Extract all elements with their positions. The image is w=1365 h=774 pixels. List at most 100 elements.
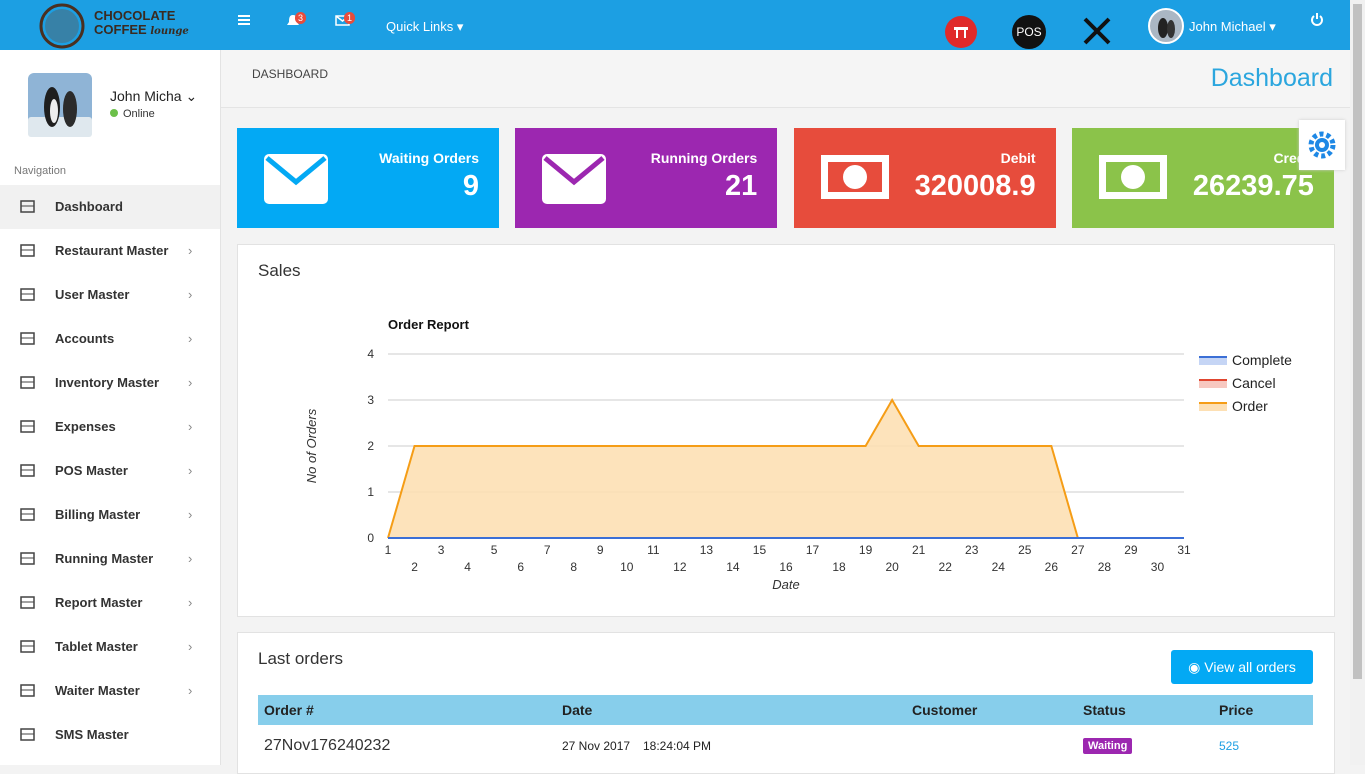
panel-title: Last orders [258,649,344,668]
column-header: Status [1083,702,1126,718]
user-menu[interactable]: John Michael ▾ [1189,19,1276,34]
chart: Order Report0123412345678910111213141516… [304,317,1292,592]
nav-label: Restaurant Master [55,243,169,258]
nav-chevron: › [188,463,193,478]
nav-item[interactable]: Accounts › [0,317,220,361]
nav-item[interactable]: User Master › [0,273,220,317]
card-label: Running Orders [650,150,758,166]
column-header: Date [562,702,593,718]
logo-script: lounge [150,26,189,37]
card-value: 21 [725,170,758,202]
nav-label: Report Master [55,595,143,610]
nav-heading: Navigation [14,165,66,177]
card-icon [542,154,607,204]
card-value: 26239.75 [1192,170,1314,202]
x-tick-label: 28 [1098,560,1112,574]
nav-label: User Master [55,287,130,302]
kitchen-icon[interactable] [1080,14,1114,48]
x-tick-label: 26 [1045,560,1059,574]
table-icon[interactable] [944,15,978,49]
page-header: DASHBOARD Dashboard [221,50,1350,108]
x-tick-label: 5 [491,543,498,557]
nav-icon [20,508,35,521]
x-tick-label: 21 [912,543,926,557]
legend-swatch [1199,380,1227,388]
x-tick-label: 13 [700,543,714,557]
nav-icon [20,684,35,697]
breadcrumb[interactable]: DASHBOARD [252,67,329,81]
x-tick-label: 27 [1071,543,1085,557]
x-tick-label: 20 [885,560,899,574]
nav-item[interactable]: POS Master › [0,449,220,493]
order-time: 18:24:04 PM [643,739,712,753]
pos-button[interactable]: POS [1012,15,1046,49]
notification-badge: 3 [295,12,307,24]
top-bar: CHOCOLATE COFFEE lounge 3 1 Quick Links … [0,0,1350,50]
page-title: Dashboard [1210,64,1333,92]
nav-item[interactable]: Billing Master › [0,493,220,537]
nav-label: Tablet Master [55,639,138,654]
quick-links[interactable]: Quick Links ▾ [386,19,464,34]
nav-chevron: › [188,287,193,302]
x-tick-label: 29 [1124,543,1138,557]
nav-item[interactable]: Restaurant Master › [0,229,220,273]
x-tick-label: 1 [385,543,392,557]
nav-icon [20,244,35,257]
nav-item[interactable]: Inventory Master › [0,361,220,405]
legend-label[interactable]: Order [1232,398,1268,414]
nav-chevron: › [188,551,193,566]
stat-card: Waiting Orders 9 [237,128,499,228]
card-icon [1098,155,1167,199]
x-tick-label: 3 [438,543,445,557]
legend-swatch [1199,357,1227,365]
user-avatar[interactable] [1148,8,1184,44]
y-tick-label: 0 [367,531,374,545]
legend-label[interactable]: Cancel [1232,375,1276,391]
x-tick-label: 15 [753,543,767,557]
series-area [388,400,1184,538]
logo-line: COFFEE [94,22,147,37]
x-tick-label: 30 [1151,560,1165,574]
order-date: 27 Nov 2017 [562,739,631,753]
nav-item[interactable]: Running Master › [0,537,220,581]
nav-label: Running Master [55,551,154,566]
x-tick-label: 18 [832,560,846,574]
scrollbar-thumb[interactable] [1353,4,1362,679]
orders-panel: Last orders ◉ View all orders Order # Dat… [237,632,1335,774]
settings-toggle[interactable] [1299,120,1345,170]
column-header: Order # [264,702,314,718]
x-tick-label: 19 [859,543,873,557]
status-text: Online [123,108,155,120]
nav-label: Dashboard [55,199,123,214]
banknote-coin [842,165,867,189]
nav-label: Billing Master [55,507,141,522]
profile-status: Online [110,108,155,120]
nav-chevron: › [188,683,193,698]
status-badge: Waiting [1083,738,1133,754]
nav-icon [20,332,35,345]
x-axis-label: Date [772,577,799,592]
nav-item[interactable]: SMS Master [0,713,220,757]
nav-chevron: › [188,419,193,434]
legend-swatch [1199,403,1227,411]
order-price[interactable]: 525 [1219,739,1240,753]
nav-item[interactable]: Report Master › [0,581,220,625]
nav-item[interactable]: Dashboard [0,185,220,229]
nav-item[interactable]: Expenses › [0,405,220,449]
stat-card: Credit 26239.75 [1071,128,1334,228]
nav-item[interactable]: Waiter Master › [0,669,220,713]
x-tick-label: 6 [517,560,524,574]
view-all-button[interactable]: ◉ View all orders [1171,650,1313,684]
nav-icon [20,552,35,565]
x-tick-label: 25 [1018,543,1032,557]
stat-card: Debit 320008.9 [793,128,1056,228]
power-icon[interactable] [1310,13,1324,27]
legend-label[interactable]: Complete [1232,352,1292,368]
nav-item[interactable]: Tablet Master › [0,625,220,669]
gear-icon [1308,131,1336,159]
x-tick-label: 8 [570,560,577,574]
nav-label: Waiter Master [55,683,140,698]
profile-name[interactable]: John Micha ⌄ [110,88,198,104]
menu-toggle[interactable] [238,14,252,28]
x-tick-label: 2 [411,560,418,574]
